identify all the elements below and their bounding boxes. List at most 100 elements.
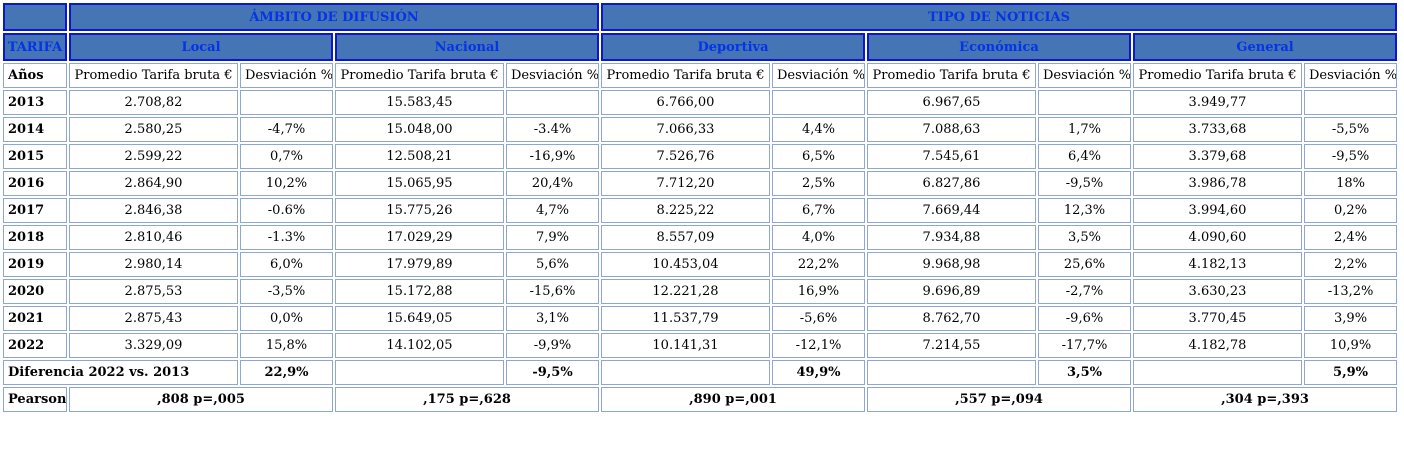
promedio-value: 15.065,95 [335,171,504,196]
year-cell: 2015 [3,144,67,169]
promedio-header: Promedio Tarifa bruta € [867,63,1036,88]
promedio-value: 3.994,60 [1133,198,1302,223]
pearson-value: ,890 p=,001 [601,387,865,412]
promedio-header: Promedio Tarifa bruta € [69,63,238,88]
promedio-value: 7.669,44 [867,198,1036,223]
desviacion-value: -13,2% [1304,279,1398,304]
desviacion-value: 10,9% [1304,333,1398,358]
desviacion-header: Desviación % [506,63,599,88]
group-header-nacional: Nacional [335,33,599,61]
diferencia-row: Diferencia 2022 vs. 2013 22,9% -9,5% 49,9% 3… [3,360,1398,385]
promedio-value: 15.775,26 [335,198,504,223]
promedio-value: 3.986,78 [1133,171,1302,196]
promedio-value: 2.875,43 [69,306,238,331]
desviacion-header: Desviación % [240,63,333,88]
promedio-value: 2.864,90 [69,171,238,196]
desviacion-value: 3,9% [1304,306,1398,331]
desviacion-value: 2,4% [1304,225,1398,250]
desviacion-value: 18% [1304,171,1398,196]
diferencia-value: 49,9% [772,360,865,385]
desviacion-value: 5,6% [506,252,599,277]
promedio-value: 10.453,04 [601,252,770,277]
promedio-value: 6.967,65 [867,90,1036,115]
promedio-value: 4.182,78 [1133,333,1302,358]
desviacion-value: 4,4% [772,117,865,142]
promedio-value: 7.066,33 [601,117,770,142]
table-row: 2014 2.580,25 -4,7% 15.048,00 -3.4% 7.066,33 4… [3,117,1398,142]
promedio-value: 7.526,76 [601,144,770,169]
promedio-value: 9.696,89 [867,279,1036,304]
corner-cell [3,3,67,31]
group-header-economica: Económica [867,33,1131,61]
promedio-empty [867,360,1036,385]
promedio-value: 11.537,79 [601,306,770,331]
desviacion-value: 4,0% [772,225,865,250]
tarifa-header: TARIFA [3,33,67,61]
promedio-value: 7.214,55 [867,333,1036,358]
promedio-value: 4.182,13 [1133,252,1302,277]
table-row: 2015 2.599,22 0,7% 12.508,21 -16,9% 7.526,76 6… [3,144,1398,169]
table-row: 2021 2.875,43 0,0% 15.649,05 3,1% 11.537,79 -5… [3,306,1398,331]
promedio-value: 2.846,38 [69,198,238,223]
promedio-empty [1133,360,1302,385]
promedio-value: 2.875,53 [69,279,238,304]
desviacion-value: -2,7% [1038,279,1131,304]
promedio-value: 8.557,09 [601,225,770,250]
diferencia-value: 3,5% [1038,360,1131,385]
year-cell: 2019 [3,252,67,277]
desviacion-value [1304,90,1398,115]
desviacion-value [506,90,599,115]
promedio-value: 15.649,05 [335,306,504,331]
year-cell: 2022 [3,333,67,358]
desviacion-value [772,90,865,115]
promedio-value: 8.225,22 [601,198,770,223]
desviacion-value: 0,2% [1304,198,1398,223]
promedio-value: 2.599,22 [69,144,238,169]
table-body: 2013 2.708,82 15.583,45 6.766,00 6.967,65 3.9… [3,90,1398,412]
desviacion-value: 3,1% [506,306,599,331]
desviacion-value: -12,1% [772,333,865,358]
promedio-header: Promedio Tarifa bruta € [1133,63,1302,88]
desviacion-value: 2,5% [772,171,865,196]
desviacion-value [1038,90,1131,115]
pearson-label: Pearson [3,387,67,412]
promedio-value: 6.827,86 [867,171,1036,196]
year-cell: 2014 [3,117,67,142]
pearson-value: ,557 p=,094 [867,387,1131,412]
desviacion-value: 10,2% [240,171,333,196]
table-row: 2022 3.329,09 15,8% 14.102,05 -9,9% 10.141,31… [3,333,1398,358]
promedio-value: 2.980,14 [69,252,238,277]
promedio-value: 12.508,21 [335,144,504,169]
promedio-value: 7.545,61 [867,144,1036,169]
year-cell: 2016 [3,171,67,196]
desviacion-value: -16,9% [506,144,599,169]
desviacion-value: 3,5% [1038,225,1131,250]
group-header-general: General [1133,33,1398,61]
year-cell: 2021 [3,306,67,331]
promedio-value: 15.048,00 [335,117,504,142]
promedio-value: 9.968,98 [867,252,1036,277]
header-row-scope: ÁMBITO DE DIFUSIÓN TIPO DE NOTICIAS [3,3,1398,31]
table-row: 2013 2.708,82 15.583,45 6.766,00 6.967,65 3.9… [3,90,1398,115]
desviacion-value: -5,6% [772,306,865,331]
table-row: 2019 2.980,14 6,0% 17.979,89 5,6% 10.453,04 22… [3,252,1398,277]
desviacion-header: Desviación % [772,63,865,88]
table-row: 2017 2.846,38 -0.6% 15.775,26 4,7% 8.225,22 6,… [3,198,1398,223]
desviacion-value: 4,7% [506,198,599,223]
promedio-value: 2.810,46 [69,225,238,250]
pearson-value: ,304 p=,393 [1133,387,1398,412]
promedio-value: 3.770,45 [1133,306,1302,331]
desviacion-value: 15,8% [240,333,333,358]
pearson-row: Pearson ,808 p=,005,175 p=,628,890 p=,001… [3,387,1398,412]
promedio-value: 7.088,63 [867,117,1036,142]
desviacion-value: -3.4% [506,117,599,142]
group-header-local: Local [69,33,333,61]
promedio-value: 3.949,77 [1133,90,1302,115]
promedio-value: 2.580,25 [69,117,238,142]
desviacion-value: 0,7% [240,144,333,169]
desviacion-value: -17,7% [1038,333,1131,358]
promedio-value: 17.979,89 [335,252,504,277]
desviacion-value: -4,7% [240,117,333,142]
diferencia-value: 5,9% [1304,360,1398,385]
